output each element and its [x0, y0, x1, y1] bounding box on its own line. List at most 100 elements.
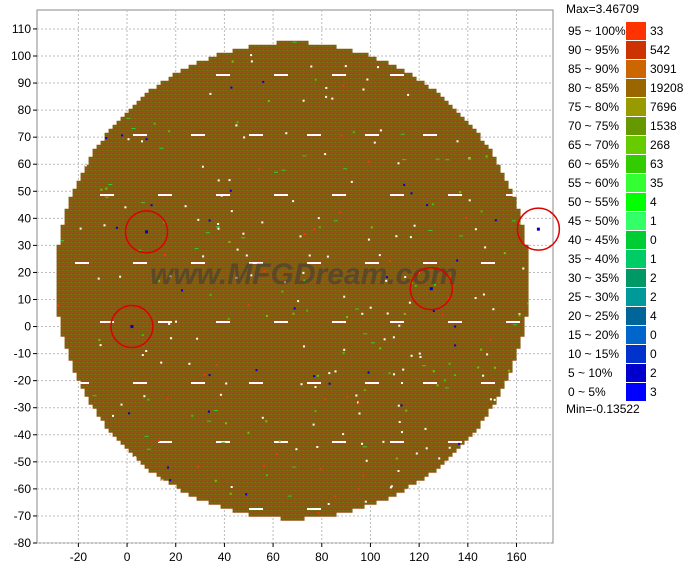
outlier-die [363, 446, 367, 448]
legend-range-label: 50 ~ 55% [568, 195, 620, 209]
outlier-die [105, 196, 109, 198]
outlier-die [415, 452, 418, 455]
outlier-die [482, 293, 485, 296]
legend-range-label: 60 ~ 65% [568, 157, 620, 171]
outlier-die [293, 307, 296, 310]
legend-count: 2 [650, 290, 657, 304]
outlier-die [492, 308, 495, 311]
outlier-die [261, 416, 264, 419]
reticle-gap [332, 321, 346, 323]
outlier-die [243, 136, 246, 139]
outlier-die [424, 427, 427, 430]
outlier-die [131, 128, 136, 129]
legend-entry: 65 ~ 70% 268 [568, 136, 688, 154]
outlier-die [331, 97, 334, 100]
reticle-gap [133, 382, 147, 384]
outlier-die [378, 254, 381, 257]
reticle-gap [191, 262, 205, 264]
outlier-die [274, 171, 278, 173]
outlier-die [208, 374, 211, 377]
outlier-die [228, 179, 231, 182]
outlier-die [522, 267, 525, 270]
legend-range-label: 80 ~ 85% [568, 81, 620, 95]
highlight-circle [409, 266, 454, 311]
outlier-die [314, 410, 317, 413]
reticle-gap [448, 321, 462, 323]
outlier-die [258, 168, 261, 171]
outlier-die [158, 279, 161, 282]
y-tick-label: 80 [18, 103, 32, 117]
reticle-gap [332, 74, 346, 76]
outlier-die [302, 271, 305, 274]
outlier-die [480, 348, 483, 351]
outlier-die [441, 313, 444, 316]
outlier-die [245, 254, 248, 257]
outlier-die [126, 117, 131, 119]
legend-entry: 70 ~ 75% 1538 [568, 117, 688, 135]
outlier-die [519, 222, 522, 225]
legend-swatch [626, 383, 646, 401]
outlier-die [213, 410, 218, 411]
outlier-die [170, 337, 173, 340]
legend-swatch [626, 269, 646, 287]
outlier-die [397, 404, 400, 407]
outlier-die [373, 141, 376, 144]
x-tick-label: 120 [409, 550, 429, 564]
outlier-die [214, 479, 217, 482]
outlier-die [184, 205, 187, 208]
outlier-die [327, 503, 330, 505]
reticle-gap [390, 321, 404, 323]
outlier-die [465, 216, 468, 219]
outlier-die [410, 192, 413, 195]
y-tick-label: -70 [14, 509, 32, 523]
outlier-die [527, 302, 529, 305]
reticle-gap [158, 194, 172, 196]
outlier-die [326, 255, 329, 258]
reticle-gap [75, 382, 89, 384]
outlier-die [150, 204, 153, 207]
outlier-die [390, 485, 393, 488]
outlier-die [410, 354, 413, 357]
reticle-gap [274, 441, 288, 443]
outlier-die [105, 187, 108, 190]
outlier-die [235, 276, 238, 279]
outlier-die [169, 275, 172, 278]
outlier-die [344, 65, 347, 68]
outlier-die [145, 138, 148, 141]
outlier-die [145, 350, 148, 352]
outlier-die [316, 374, 319, 377]
legend-count: 19208 [650, 81, 684, 95]
outlier-die [292, 312, 295, 315]
y-tick-label: 90 [18, 76, 32, 90]
outlier-die [468, 199, 471, 202]
reticle-gap [390, 74, 404, 76]
outlier-die [364, 500, 367, 503]
legend-entry: 50 ~ 55% 4 [568, 193, 688, 211]
outlier-die [191, 414, 194, 417]
outlier-die [474, 297, 477, 299]
outlier-die [333, 220, 338, 222]
outlier-die [367, 371, 370, 374]
outlier-die [227, 317, 230, 320]
legend-swatch [626, 193, 646, 211]
reticle-gap [274, 194, 288, 196]
outlier-die [382, 440, 385, 443]
outlier-die [357, 401, 359, 404]
reticle-gap [423, 382, 437, 384]
outlier-die [403, 312, 406, 315]
legend-range-label: 10 ~ 15% [568, 347, 620, 361]
outlier-die [389, 486, 392, 489]
outlier-die [228, 241, 231, 243]
outlier-die [108, 184, 113, 185]
outlier-die [419, 356, 422, 358]
legend-entry: 40 ~ 45% 0 [568, 231, 688, 249]
outlier-die [486, 353, 489, 356]
outlier-die [250, 60, 253, 63]
outlier-die [352, 131, 355, 134]
outlier-die [358, 402, 361, 405]
x-tick-label: 160 [506, 550, 526, 564]
reticle-gap [307, 382, 321, 384]
outlier-die [397, 470, 400, 472]
legend-count: 2 [650, 271, 657, 285]
outlier-die [229, 492, 232, 495]
